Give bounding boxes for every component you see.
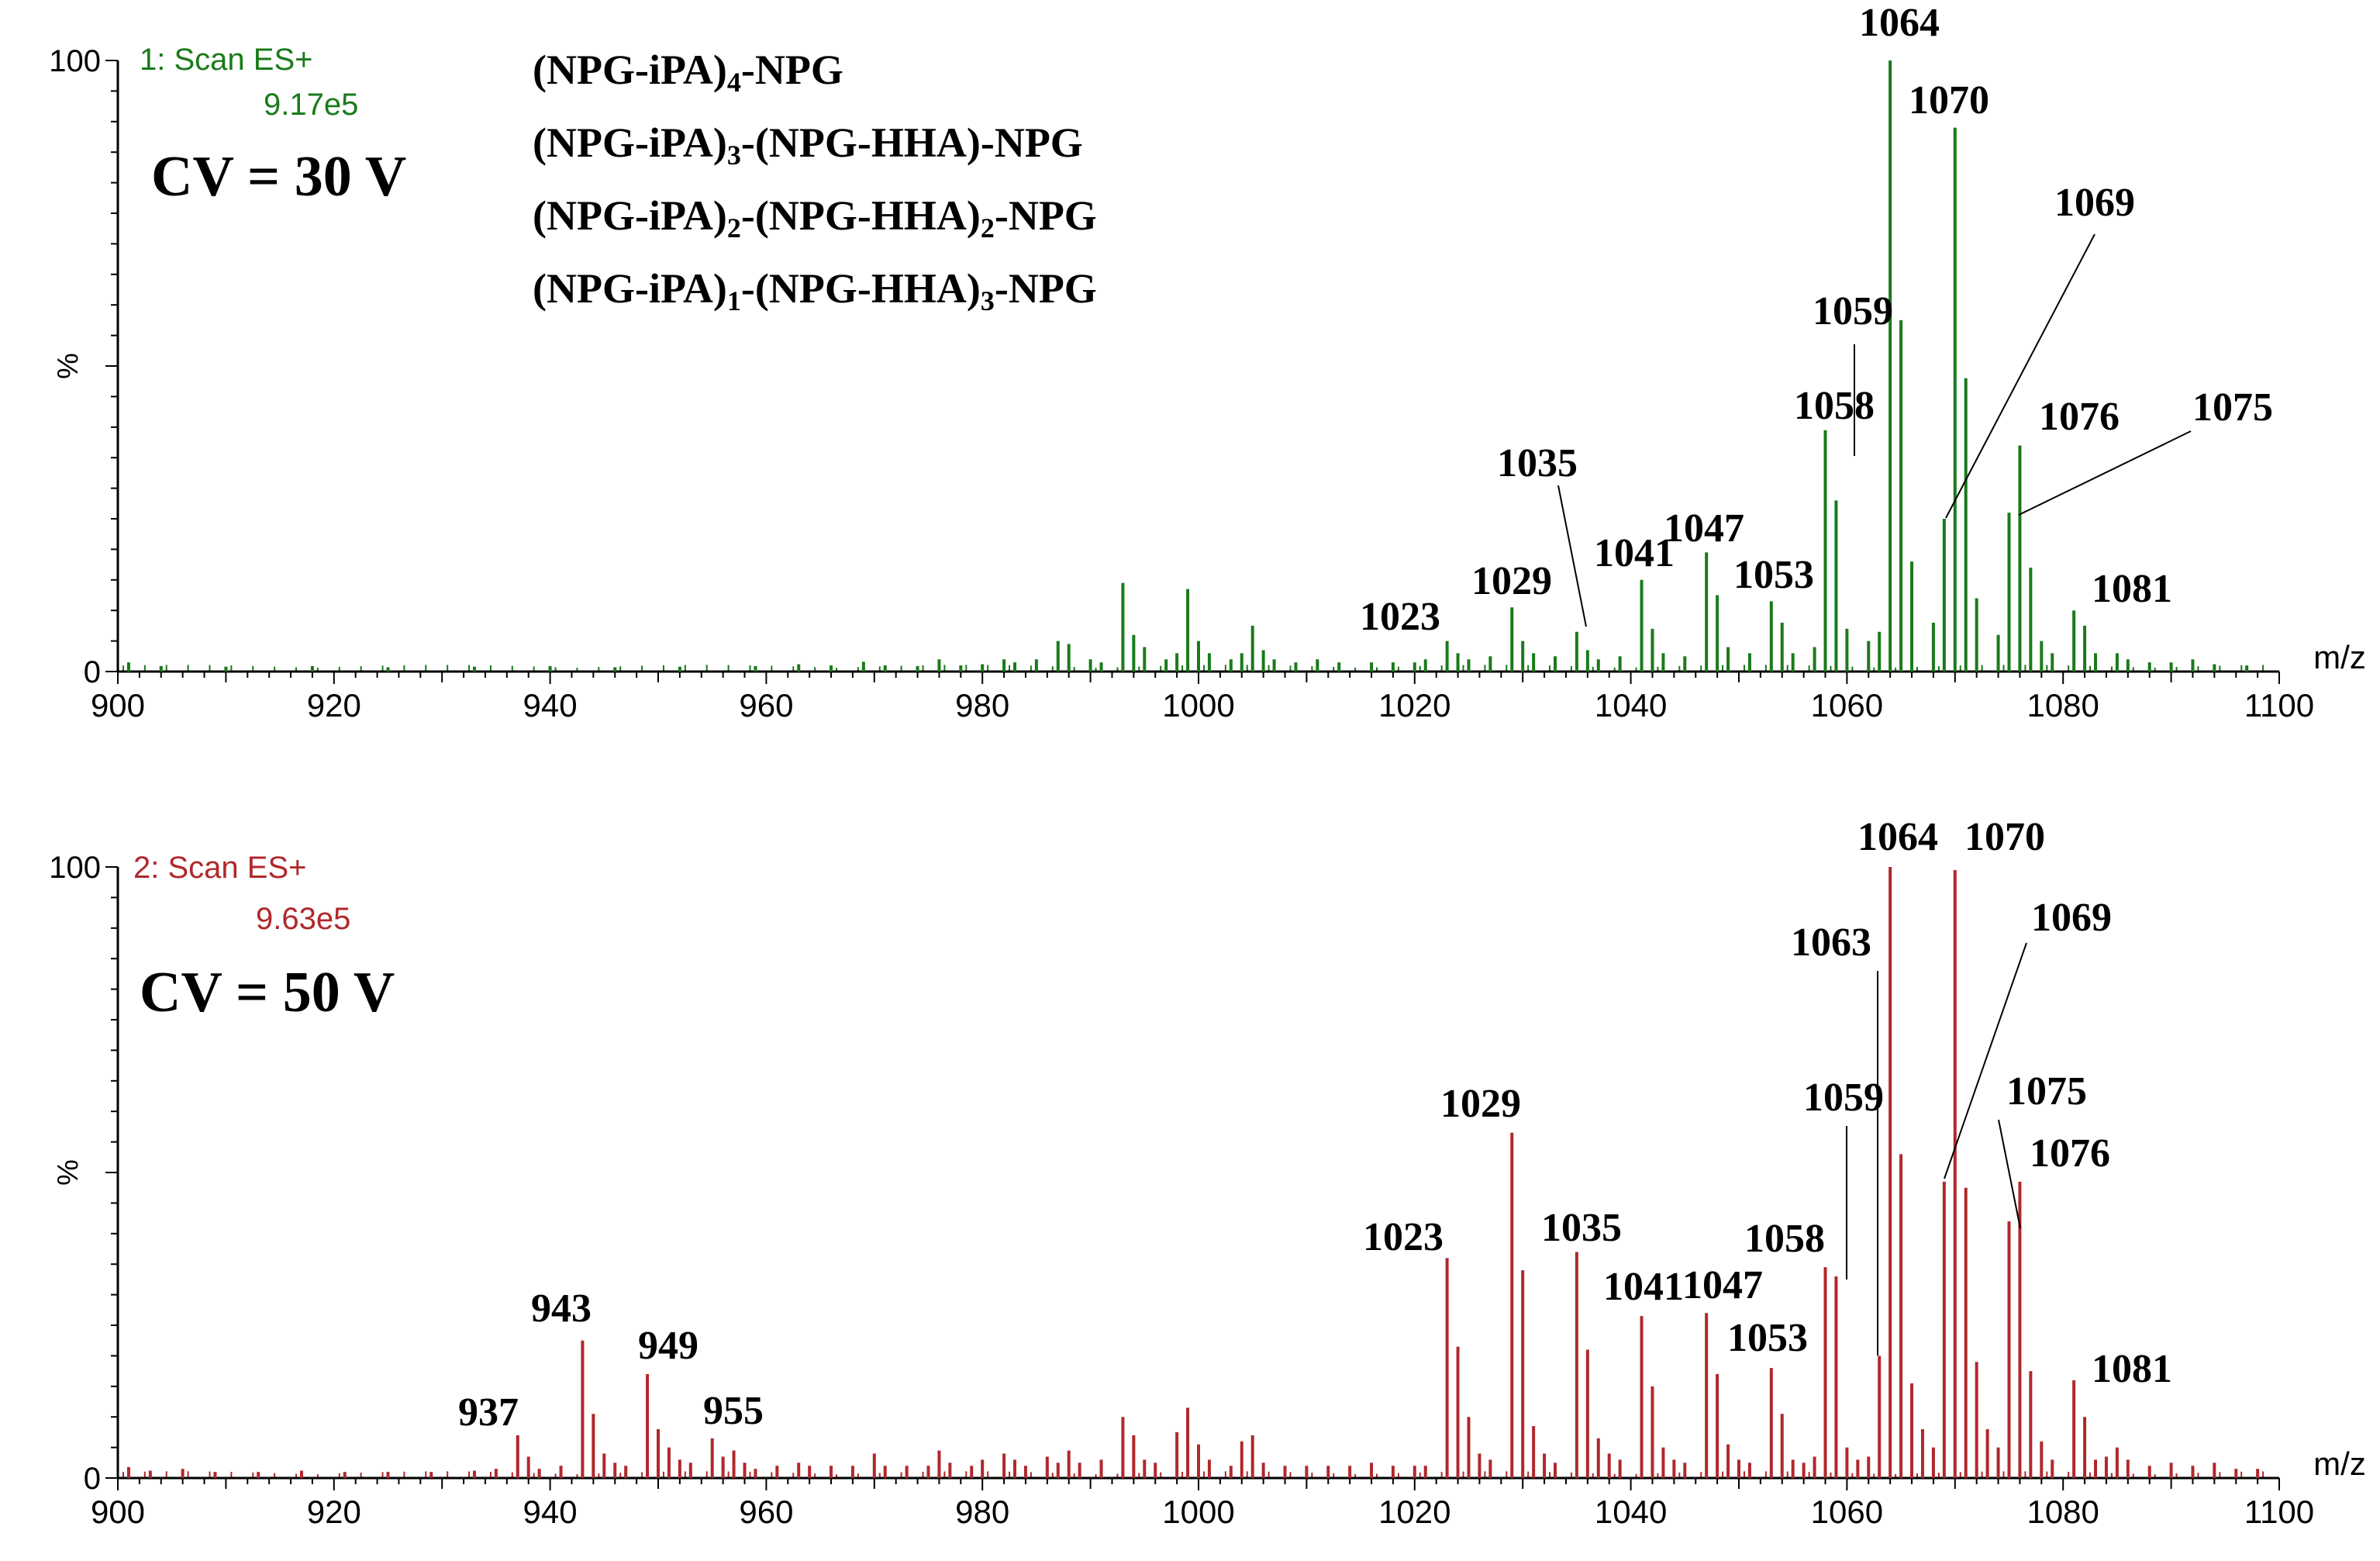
peak-label-1064: 1064 [1857,815,1938,859]
composition-label: (NPG-iPA)4-NPG [533,47,843,98]
peak-label-1063: 1063 [1791,920,1871,965]
x-tick-label: 920 [307,687,361,724]
peak-label-1041: 1041 [1603,1265,1684,1309]
peak-label-937: 937 [458,1390,519,1435]
x-axis-label: m/z [2313,1445,2366,1482]
peak-label-1064: 1064 [1859,1,1940,45]
peak-label-1069: 1069 [2054,181,2135,225]
x-tick-label: 960 [739,687,793,724]
peak-label-1070: 1070 [1964,815,2045,859]
x-tick-label: 940 [523,1494,578,1530]
peak-label-1047: 1047 [1682,1263,1763,1307]
x-tick-label: 1100 [2244,1494,2314,1530]
peak-label-1029: 1029 [1471,559,1552,603]
y-axis-label: % [52,1159,85,1186]
peak-label-1041: 1041 [1594,531,1675,575]
x-tick-label: 1080 [2026,687,2099,724]
scan-scale: 9.17e5 [264,88,358,122]
peak-label-1081: 1081 [2092,1347,2172,1391]
x-tick-label: 1020 [1378,687,1450,724]
x-tick-label: 1020 [1378,1494,1450,1530]
y-tick-label: 100 [49,851,101,885]
peak-label-1058: 1058 [1744,1217,1825,1261]
x-tick-label: 1040 [1595,687,1667,724]
annotation-leader [2018,430,2192,516]
x-tick-label: 1060 [1811,1494,1883,1530]
peak-label-1076: 1076 [2030,1131,2110,1176]
cone-voltage-label: CV = 30 V [151,145,406,209]
peak-label-1053: 1053 [1733,553,1814,597]
peak-label-1059: 1059 [1813,289,1893,333]
peak-label-1035: 1035 [1497,441,1578,485]
x-tick-label: 940 [523,687,578,724]
annotation-leader [1557,485,1587,627]
y-tick-label: 100 [49,44,101,78]
annotation-leader [1998,1119,2021,1229]
x-tick-label: 1000 [1162,687,1234,724]
peak-label-1081: 1081 [2092,567,2172,611]
x-tick-label: 900 [91,1494,145,1530]
composition-label: (NPG-iPA)2-(NPG-HHA)2-NPG [533,192,1097,243]
peak-label-1029: 1029 [1440,1082,1521,1126]
peak-label-1069: 1069 [2031,896,2112,940]
spectrum-panel-2: 0 100% 900 920 940 960 980 1000 1020 1040 1060 1080… [49,815,2366,1530]
composition-label: (NPG-iPA)1-(NPG-HHA)3-NPG [533,265,1097,316]
x-axis-label: m/z [2313,639,2366,675]
peak-label-1023: 1023 [1360,595,1440,639]
scan-scale: 9.63e5 [256,902,350,936]
y-tick-label: 0 [84,1462,101,1496]
y-axis-label: % [52,353,85,379]
peak-label-943: 943 [531,1286,592,1331]
x-tick-label: 1060 [1811,687,1883,724]
peak-label-1059: 1059 [1803,1076,1884,1120]
x-tick-label: 920 [307,1494,361,1530]
x-tick-label: 960 [739,1494,793,1530]
annotation-leader [1944,942,2027,1179]
peak-label-1075: 1075 [2192,385,2273,430]
scan-title: 2: Scan ES+ [133,851,306,885]
x-tick-label: 980 [955,1494,1009,1530]
x-tick-label: 980 [955,687,1009,724]
x-tick-label: 1100 [2244,687,2314,724]
peak-label-1053: 1053 [1727,1316,1808,1360]
x-tick-label: 1000 [1162,1494,1234,1530]
scan-title: 1: Scan ES+ [140,43,312,77]
peak-label-1023: 1023 [1363,1215,1444,1259]
peak-label-1075: 1075 [2006,1069,2087,1114]
peak-label-955: 955 [703,1389,764,1433]
peak-label-1047: 1047 [1664,506,1744,551]
x-tick-label: 900 [91,687,145,724]
annotation-leader [1945,233,2095,519]
x-tick-label: 1080 [2026,1494,2099,1530]
cone-voltage-label: CV = 50 V [140,961,395,1024]
composition-label: (NPG-iPA)3-(NPG-HHA)-NPG [533,119,1083,171]
x-tick-label: 1040 [1595,1494,1667,1530]
peak-label-1058: 1058 [1794,384,1875,428]
spectrum-panel-1: 0 100% 900 920 940 960 980 1000 1020 1040 1060 1080… [49,1,2366,724]
y-tick-label: 0 [84,655,101,689]
peak-label-949: 949 [638,1324,698,1368]
peak-label-1070: 1070 [1909,78,1989,123]
peak-label-1035: 1035 [1541,1206,1622,1250]
peak-label-1076: 1076 [2039,395,2120,439]
